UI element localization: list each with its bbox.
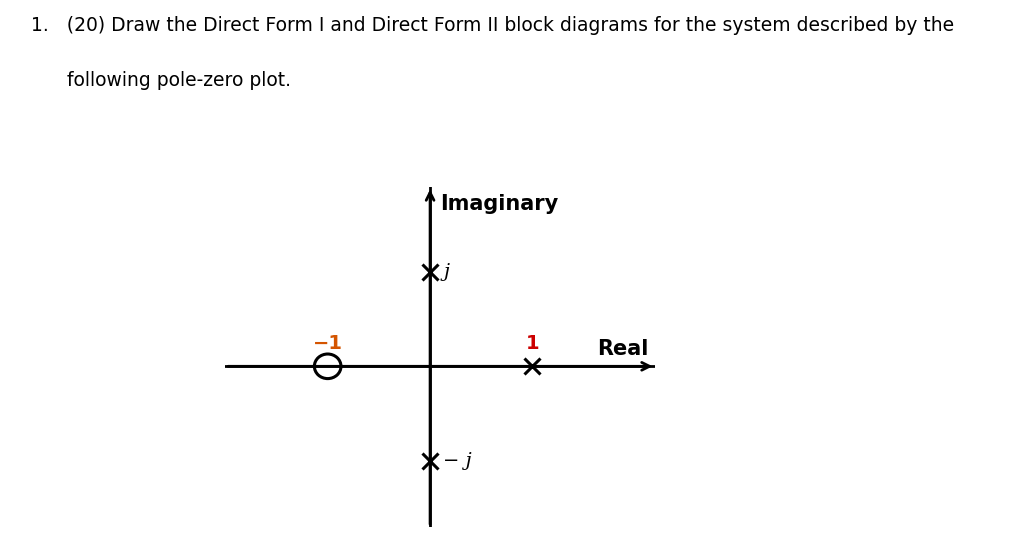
Text: 1: 1 [525, 334, 540, 353]
Text: j: j [443, 263, 450, 281]
Text: Real: Real [597, 339, 648, 358]
Text: following pole-zero plot.: following pole-zero plot. [31, 71, 291, 91]
Text: 1.   (20) Draw the Direct Form I and Direct Form II block diagrams for the syste: 1. (20) Draw the Direct Form I and Direc… [31, 16, 953, 36]
Text: − j: − j [443, 452, 472, 470]
Text: −1: −1 [312, 334, 343, 353]
Text: Imaginary: Imaginary [440, 194, 558, 214]
